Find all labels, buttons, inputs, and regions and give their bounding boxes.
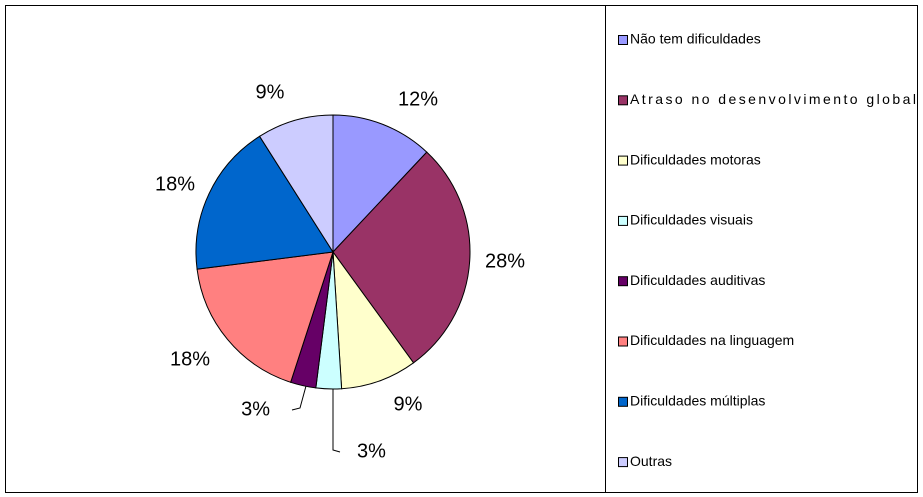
pie-slice (258, 114, 334, 254)
legend-label: Dificuldades visuais (630, 212, 753, 228)
legend-swatch (618, 396, 628, 407)
pie-slice (195, 135, 334, 270)
legend-swatch (618, 336, 628, 347)
pie-slice (332, 114, 428, 254)
data-label: 18% (155, 173, 195, 195)
legend: Não tem dificuldades Atraso no desenvolvi… (618, 31, 916, 469)
legend-swatch (618, 95, 628, 106)
data-label: 9% (256, 81, 285, 103)
data-label: 9% (394, 393, 423, 415)
legend-label: Não tem dificuldades (630, 31, 761, 47)
legend-swatch (618, 276, 628, 287)
data-label: 28% (485, 250, 525, 272)
leader-line (291, 385, 307, 411)
pie-slice (196, 251, 334, 383)
data-label: 3% (241, 398, 270, 420)
legend-border (605, 5, 918, 493)
data-label: 18% (170, 348, 210, 370)
data-label: 12% (398, 88, 438, 110)
data-label: 3% (357, 440, 386, 462)
legend-label: Dificuldades auditivas (630, 272, 765, 288)
pie: 12% 28% 9% 3% 3% 18% 18% 9% (155, 81, 525, 462)
leader-line (332, 389, 341, 453)
legend-label: Outras (630, 453, 672, 469)
legend-label: Dificuldades na linguagem (630, 332, 794, 348)
legend-label: Atraso no desenvolvimento global (630, 91, 916, 107)
legend-swatch (618, 215, 628, 226)
legend-swatch (618, 35, 628, 45)
legend-swatch (618, 457, 628, 468)
legend-label: Dificuldades múltiplas (630, 393, 765, 409)
legend-swatch (618, 155, 628, 166)
legend-label: Dificuldades motoras (630, 151, 761, 167)
pie-slice (332, 151, 471, 364)
